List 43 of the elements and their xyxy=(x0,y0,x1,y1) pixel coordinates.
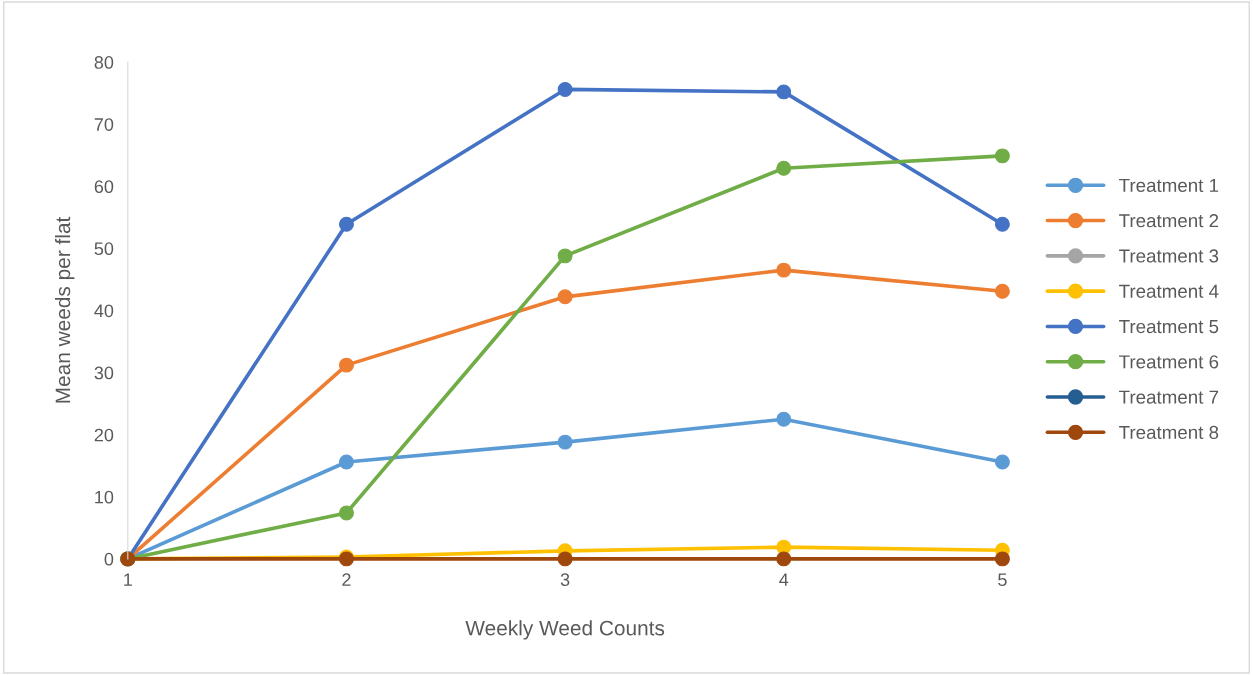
legend-label: Treatment 5 xyxy=(1119,320,1219,334)
legend-label: Treatment 4 xyxy=(1119,284,1219,298)
y-tick-label: 80 xyxy=(94,56,114,69)
y-tick-label: 60 xyxy=(94,180,114,194)
point xyxy=(776,551,792,567)
x-tick-label: 1 xyxy=(124,573,132,586)
legend-label: Treatment 1 xyxy=(1119,178,1219,193)
point xyxy=(338,505,354,521)
x-tick-label: 3 xyxy=(560,573,570,587)
point xyxy=(338,216,354,232)
legend-label: Treatment 7 xyxy=(1119,390,1219,404)
point xyxy=(994,216,1010,232)
y-tick-label: 10 xyxy=(95,490,114,504)
x-tick-label: 4 xyxy=(779,573,789,586)
y-tick-label: 70 xyxy=(94,118,114,131)
y-tick-label: 30 xyxy=(94,366,114,380)
y-tick-label: 0 xyxy=(104,552,114,566)
point xyxy=(557,434,573,450)
y-tick-label: 40 xyxy=(94,304,114,318)
point xyxy=(776,262,792,278)
point xyxy=(994,283,1010,299)
point xyxy=(994,148,1010,164)
legend-label: Treatment 2 xyxy=(1119,214,1219,228)
legend-label: Treatment 6 xyxy=(1119,355,1219,369)
point xyxy=(557,289,573,305)
point xyxy=(994,454,1010,470)
x-axis-title: Weekly Weed Counts xyxy=(465,620,665,640)
point xyxy=(776,160,792,176)
point xyxy=(338,454,354,470)
y-tick-label: 50 xyxy=(94,242,114,256)
point xyxy=(776,84,792,100)
point xyxy=(994,551,1010,567)
point xyxy=(338,357,354,373)
point xyxy=(557,551,573,567)
legend-label: Treatment 8 xyxy=(1119,425,1219,440)
point xyxy=(557,81,573,97)
y-tick-label: 20 xyxy=(94,428,114,442)
point xyxy=(557,248,573,264)
x-tick-label: 5 xyxy=(998,573,1007,587)
legend-label: Treatment 3 xyxy=(1119,249,1219,263)
x-tick-label: 2 xyxy=(342,573,351,586)
y-axis-title: Mean weeds per flat xyxy=(54,216,75,403)
point xyxy=(776,411,792,427)
